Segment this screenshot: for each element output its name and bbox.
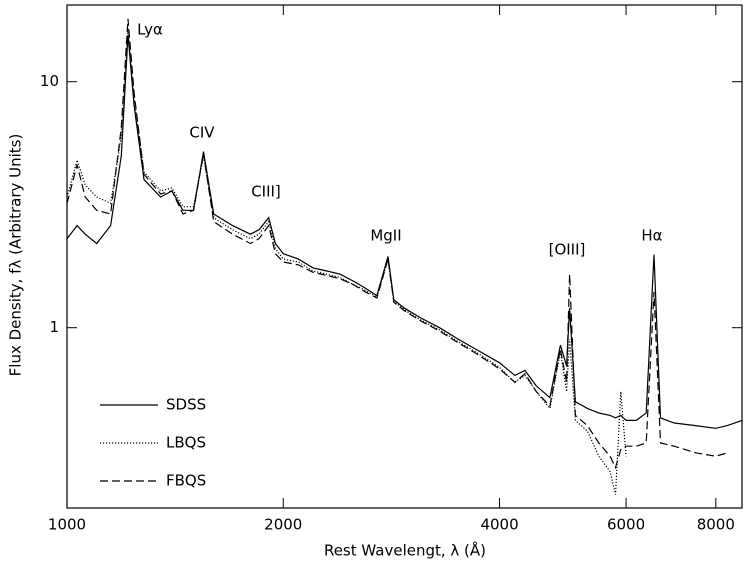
line-annotation: [OIII]: [549, 241, 586, 259]
y-axis-label: Flux Density, fλ (Arbitrary Units): [7, 134, 25, 377]
x-tick-label: 6000: [607, 516, 645, 534]
series-line: [66, 28, 627, 495]
series-line: [66, 18, 728, 470]
legend-label: SDSS: [166, 396, 206, 414]
legend-label: FBQS: [166, 472, 206, 490]
y-tick-label: 10: [40, 72, 59, 90]
legend-label: LBQS: [166, 434, 206, 452]
plot-frame: [66, 4, 743, 509]
y-tick-label: 1: [49, 318, 59, 336]
line-annotation: CIV: [189, 124, 215, 142]
line-annotation: MgII: [370, 227, 401, 245]
x-tick-label: 4000: [480, 516, 518, 534]
line-annotation: CIII]: [251, 183, 281, 201]
x-tick-label: 2000: [264, 516, 302, 534]
line-annotation: Lyα: [137, 21, 163, 39]
x-tick-label: 8000: [697, 516, 735, 534]
x-axis-label: Rest Wavelengt, λ (Å): [324, 541, 486, 560]
x-tick-label: 1000: [48, 516, 86, 534]
line-annotation: Hα: [641, 227, 662, 245]
